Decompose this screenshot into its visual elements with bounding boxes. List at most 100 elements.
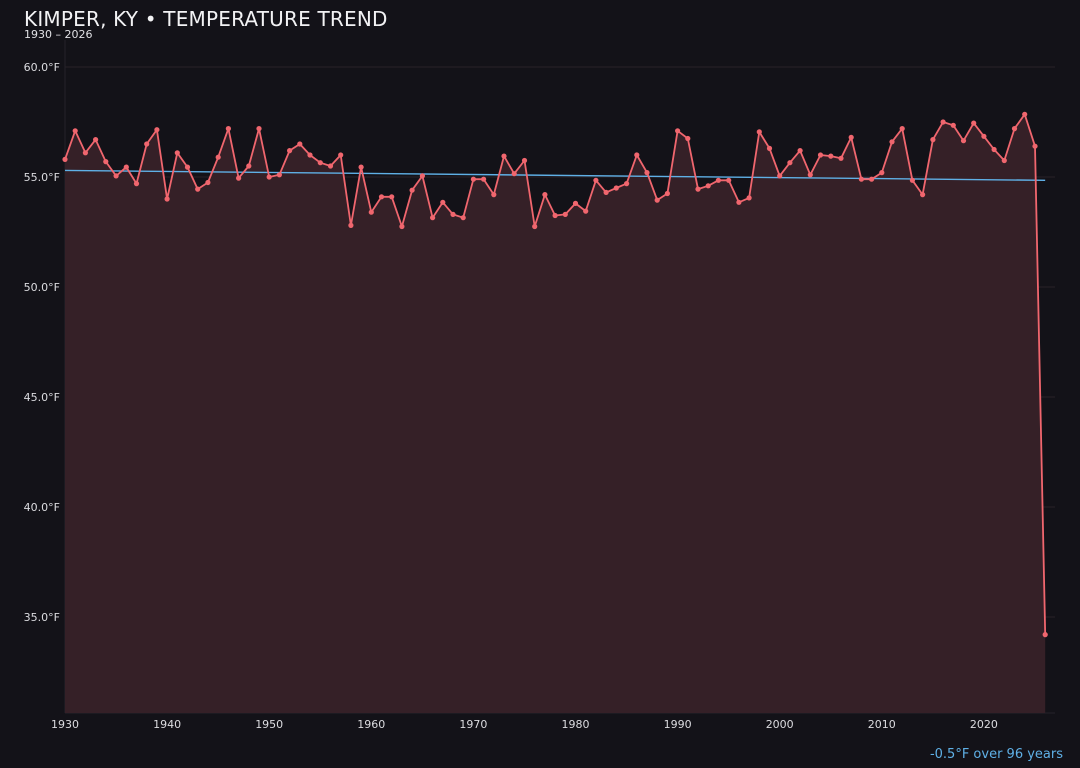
data-point [736,199,742,205]
data-point [82,150,88,156]
data-point [930,137,936,143]
data-point [940,119,946,125]
data-point [756,129,762,135]
data-point [440,199,446,205]
data-point [920,192,926,198]
data-point [378,194,385,200]
data-point [1032,143,1038,149]
data-point [174,150,180,156]
data-point [368,209,374,215]
data-point [338,152,344,158]
data-point [470,176,476,182]
data-point [1022,111,1028,117]
data-point [593,177,599,183]
data-point [828,153,834,159]
data-point [960,138,967,144]
data-point [491,192,497,198]
data-point [450,211,456,217]
data-point [848,134,854,140]
data-point [797,148,803,154]
y-tick-label: 35.0°F [24,611,60,624]
data-point [184,164,191,170]
data-point [726,177,732,183]
data-point [879,170,885,176]
x-tick-label: 2000 [766,718,794,731]
data-point [644,170,650,176]
data-point [705,183,711,189]
data-point [1001,157,1007,164]
x-tick-label: 1950 [255,718,283,731]
y-tick-label: 50.0°F [24,281,60,294]
y-axis: 35.0°F 40.0°F 45.0°F 50.0°F 55.0°F 60.0°F [24,61,60,624]
data-point [634,152,640,158]
data-point [62,156,68,162]
data-point [133,181,140,187]
data-point [348,222,354,228]
data-point [154,127,160,133]
data-point [562,211,568,217]
data-point [572,200,579,206]
y-tick-label: 55.0°F [24,171,60,184]
data-point [72,128,78,134]
data-point [521,157,528,164]
data-point [215,154,221,160]
data-point [123,164,129,170]
data-point [613,185,619,191]
x-tick-label: 1970 [459,718,487,731]
data-point [430,215,436,221]
data-point [195,186,201,192]
data-point [409,187,415,193]
data-point [287,148,293,154]
data-point [481,176,487,182]
data-point [144,141,150,147]
data-point [899,126,905,132]
data-point [205,179,211,186]
data-point [889,139,895,145]
data-point [1042,632,1048,638]
data-point [327,163,334,169]
data-point [93,137,99,143]
x-axis: 1930 1940 1950 1960 1970 1980 1990 2000 2010 2020 [51,718,998,731]
data-points [62,111,1048,638]
data-point [675,128,681,134]
data-point [817,152,824,158]
data-point [787,160,793,166]
y-tick-label: 45.0°F [24,391,60,404]
data-point [297,141,303,147]
data-point [246,163,252,169]
data-point [113,173,119,179]
x-tick-label: 1980 [562,718,590,731]
chart-subtitle: 1930 – 2026 [24,28,93,41]
data-point [266,174,272,180]
data-point [664,190,671,197]
data-point [501,153,507,159]
trend-line [64,169,1046,181]
data-point [552,212,558,219]
data-point [460,215,466,221]
data-point [583,208,589,214]
data-point [225,126,231,132]
x-tick-label: 1960 [357,718,385,731]
data-point [624,181,630,187]
data-point [981,133,987,139]
data-point [715,177,722,183]
data-point [103,159,109,165]
data-point [256,126,262,132]
x-tick-label: 1940 [153,718,181,731]
data-point [276,172,282,178]
data-point [766,145,773,151]
data-point [399,223,405,230]
data-point [950,122,956,128]
data-point [746,195,752,201]
data-point [654,197,660,203]
data-point [838,155,844,161]
data-point [777,173,783,179]
data-point [236,175,242,181]
data-point [1011,126,1018,132]
x-tick-label: 1930 [51,718,79,731]
data-point [685,135,691,142]
data-point [991,146,997,153]
x-tick-label: 2010 [868,718,896,731]
temperature-area-fill [65,114,1046,714]
data-point [317,160,323,166]
